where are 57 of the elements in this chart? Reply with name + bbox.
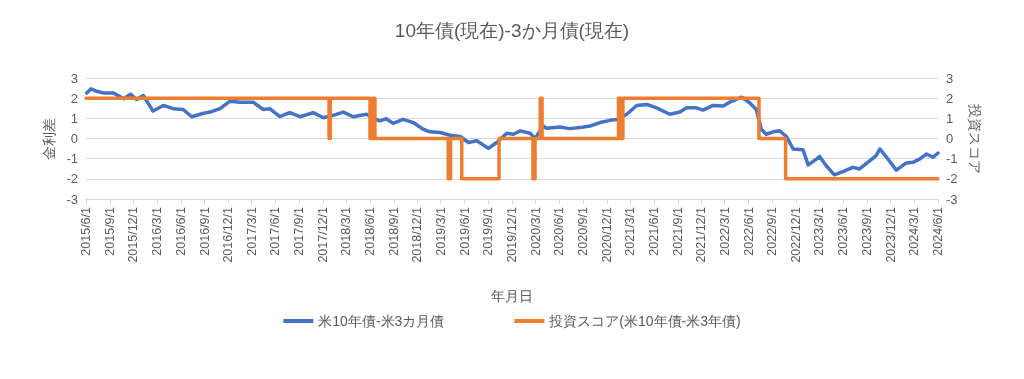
- x-tick-label: 2017/3/1: [244, 206, 259, 256]
- x-tick-label: 2019/3/1: [433, 206, 448, 256]
- x-tick-label: 2016/3/1: [150, 206, 164, 256]
- chart-title: 10年債(現在)-3か月債(現在): [394, 20, 630, 41]
- legend-label: 投資スコア(米10年債-米3年債): [548, 313, 741, 329]
- x-tick-label: 2022/9/1: [765, 206, 780, 256]
- x-tick-label: 2023/9/1: [860, 206, 874, 256]
- y-tick-label: 3: [70, 70, 78, 86]
- x-tick-label: 2020/3/1: [528, 206, 543, 256]
- x-tick-label: 2021/6/1: [647, 206, 661, 256]
- x-tick-label: 2022/12/1: [789, 206, 803, 263]
- y-tick-label: -1: [66, 151, 78, 167]
- x-tick-label: 2021/3/1: [623, 206, 638, 256]
- x-tick-label: 2020/9/1: [576, 206, 591, 256]
- x-axis-title: 年月日: [491, 288, 533, 304]
- x-tick-label: 2024/3/1: [907, 206, 922, 256]
- y-tick-label: 0: [70, 131, 78, 146]
- x-tick-label: 2019/9/1: [481, 206, 496, 256]
- x-tick-label: 2015/6/1: [79, 206, 93, 256]
- x-tick-label: 2022/3/1: [717, 206, 732, 256]
- y2-tick-label: 0: [946, 131, 954, 146]
- y-tick-label: 2: [70, 90, 78, 106]
- x-tick-label: 2019/12/1: [505, 206, 519, 263]
- x-tick-label: 2023/6/1: [836, 206, 851, 256]
- x-tick-label: 2017/6/1: [268, 206, 283, 256]
- y2-tick-label: 3: [946, 70, 954, 86]
- x-tick-label: 2018/12/1: [410, 206, 425, 263]
- x-tick-label: 2020/6/1: [552, 206, 567, 256]
- y-tick-label: 1: [70, 110, 78, 126]
- y2-tick-label: -1: [946, 151, 958, 167]
- x-tick-label: 2019/6/1: [457, 206, 472, 256]
- x-tick-label: 2021/12/1: [694, 206, 709, 263]
- y-axis-title: 金利差: [40, 117, 57, 160]
- x-tick-label: 2016/9/1: [197, 206, 212, 256]
- x-tick-label: 2018/9/1: [386, 206, 401, 256]
- x-tick-label: 2023/12/1: [883, 206, 898, 263]
- y2-tick-label: 2: [946, 90, 954, 106]
- x-tick-label: 2021/9/1: [670, 206, 685, 256]
- y-tick-label: -3: [66, 191, 78, 207]
- x-tick-label: 2018/3/1: [339, 206, 354, 256]
- x-tick-label: 2016/6/1: [173, 206, 188, 256]
- y-tick-label: -2: [66, 171, 78, 187]
- y2-tick-label: 1: [946, 110, 954, 126]
- y2-tick-label: -2: [946, 171, 958, 187]
- x-tick-label: 2017/12/1: [315, 206, 330, 263]
- legend-label: 米10年債-米3カ月債: [318, 313, 445, 329]
- x-tick-label: 2018/6/1: [363, 206, 377, 256]
- x-tick-label: 2016/12/1: [221, 206, 236, 263]
- x-tick-label: 2022/6/1: [741, 206, 756, 256]
- y2-axis-title: 投資スコア: [967, 102, 984, 174]
- x-tick-label: 2015/12/1: [126, 206, 141, 263]
- x-tick-label: 2023/3/1: [812, 206, 827, 256]
- x-tick-label: 2020/12/1: [599, 206, 614, 263]
- x-tick-label: 2015/9/1: [102, 206, 117, 256]
- x-tick-label: 2017/9/1: [292, 206, 307, 256]
- x-tick-label: 2024/6/1: [931, 206, 945, 256]
- y2-tick-label: -3: [946, 191, 958, 207]
